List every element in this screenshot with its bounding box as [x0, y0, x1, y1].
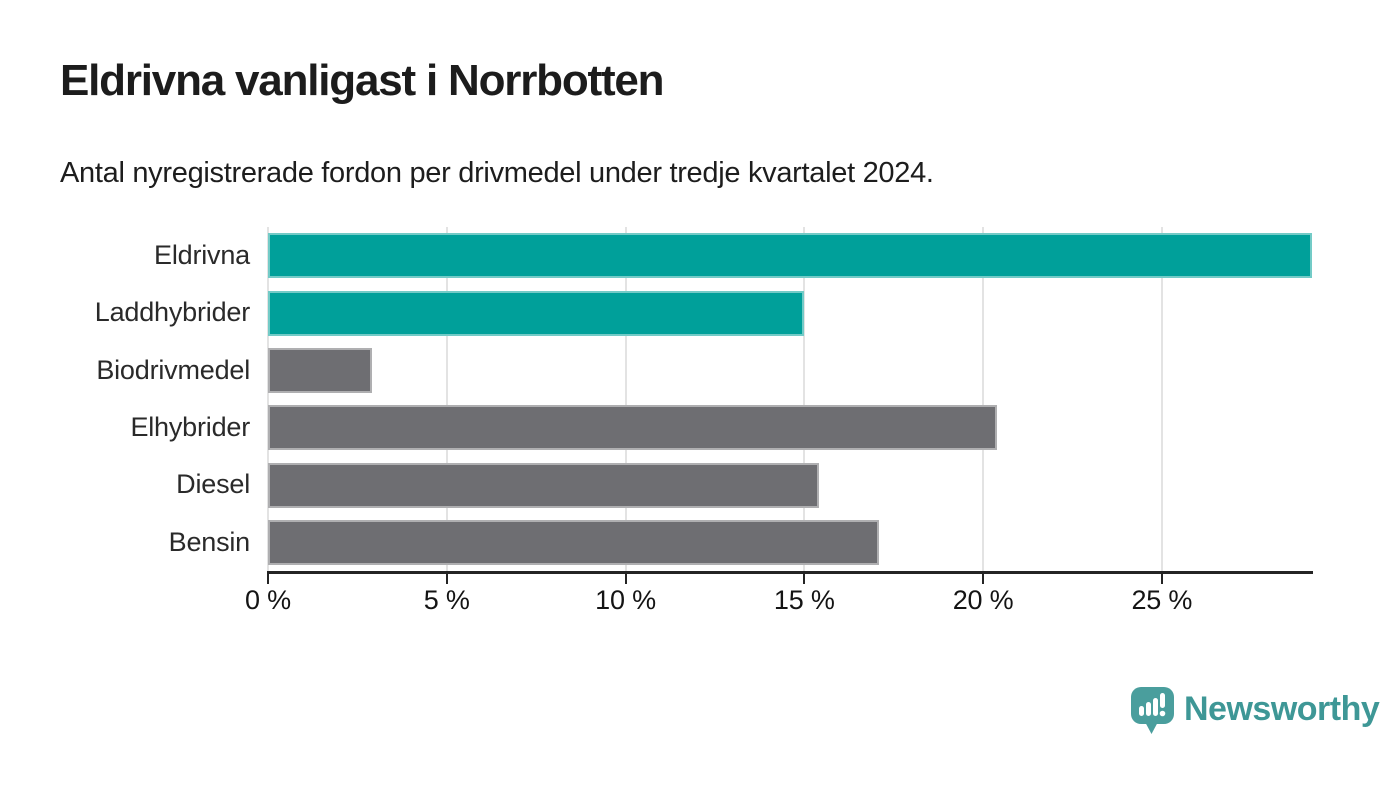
x-axis-tick-10	[624, 571, 627, 584]
category-label-biodrivmedel: Biodrivmedel	[96, 354, 250, 385]
chart-title: Eldrivna vanligast i Norrbotten	[60, 56, 665, 105]
newsworthy-logo-icon	[1131, 687, 1174, 734]
x-axis-tick-20	[982, 571, 985, 584]
x-axis-tick-5	[445, 571, 448, 584]
bar-bensin	[268, 519, 880, 565]
gridline-25pct	[1160, 227, 1163, 571]
gridline-10pct	[624, 227, 627, 571]
bar-laddhybrider	[268, 290, 805, 336]
x-axis-tick-label-20: 20 %	[952, 585, 1014, 615]
x-axis-tick-0	[267, 571, 269, 584]
gridline-0pct	[267, 227, 269, 571]
category-label-eldrivna: Eldrivna	[154, 240, 250, 271]
bar-elhybrider	[268, 405, 998, 451]
x-axis-tick-label-15: 15 %	[773, 585, 835, 615]
x-axis-tick-label-10: 10 %	[595, 585, 656, 615]
x-axis-tick-25	[1160, 571, 1163, 584]
x-axis-tick-label-0: 0 %	[245, 585, 291, 615]
newsworthy-logo: Newsworthy	[1131, 687, 1380, 735]
gridline-15pct	[803, 227, 806, 571]
x-axis-tick-15	[803, 571, 806, 584]
chart-subtitle: Antal nyregistrerade fordon per drivmede…	[60, 157, 934, 189]
bar-eldrivna	[268, 233, 1312, 279]
category-label-diesel: Diesel	[176, 469, 250, 500]
x-axis-line	[267, 571, 1313, 574]
x-axis-tick-label-5: 5 %	[423, 585, 470, 615]
bar-biodrivmedel	[268, 347, 372, 393]
bar-diesel	[268, 462, 819, 508]
category-label-laddhybrider: Laddhybrider	[94, 297, 250, 328]
gridline-5pct	[445, 227, 448, 571]
category-label-elhybrider: Elhybrider	[130, 412, 250, 443]
category-label-bensin: Bensin	[168, 526, 251, 557]
newsworthy-logo-text: Newsworthy	[1184, 690, 1380, 728]
x-axis-tick-label-25: 25 %	[1131, 585, 1193, 615]
gridline-20pct	[982, 227, 985, 571]
